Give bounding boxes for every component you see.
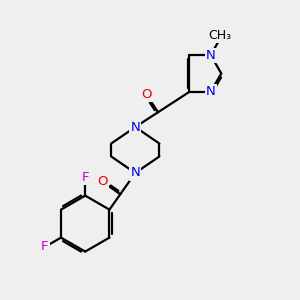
Text: F: F bbox=[82, 171, 89, 184]
Text: N: N bbox=[206, 85, 215, 98]
Text: N: N bbox=[206, 49, 215, 62]
Text: O: O bbox=[141, 88, 152, 101]
Text: N: N bbox=[130, 121, 140, 134]
Text: N: N bbox=[130, 167, 140, 179]
Text: O: O bbox=[98, 175, 108, 188]
Text: CH₃: CH₃ bbox=[208, 29, 231, 42]
Text: F: F bbox=[41, 240, 49, 254]
